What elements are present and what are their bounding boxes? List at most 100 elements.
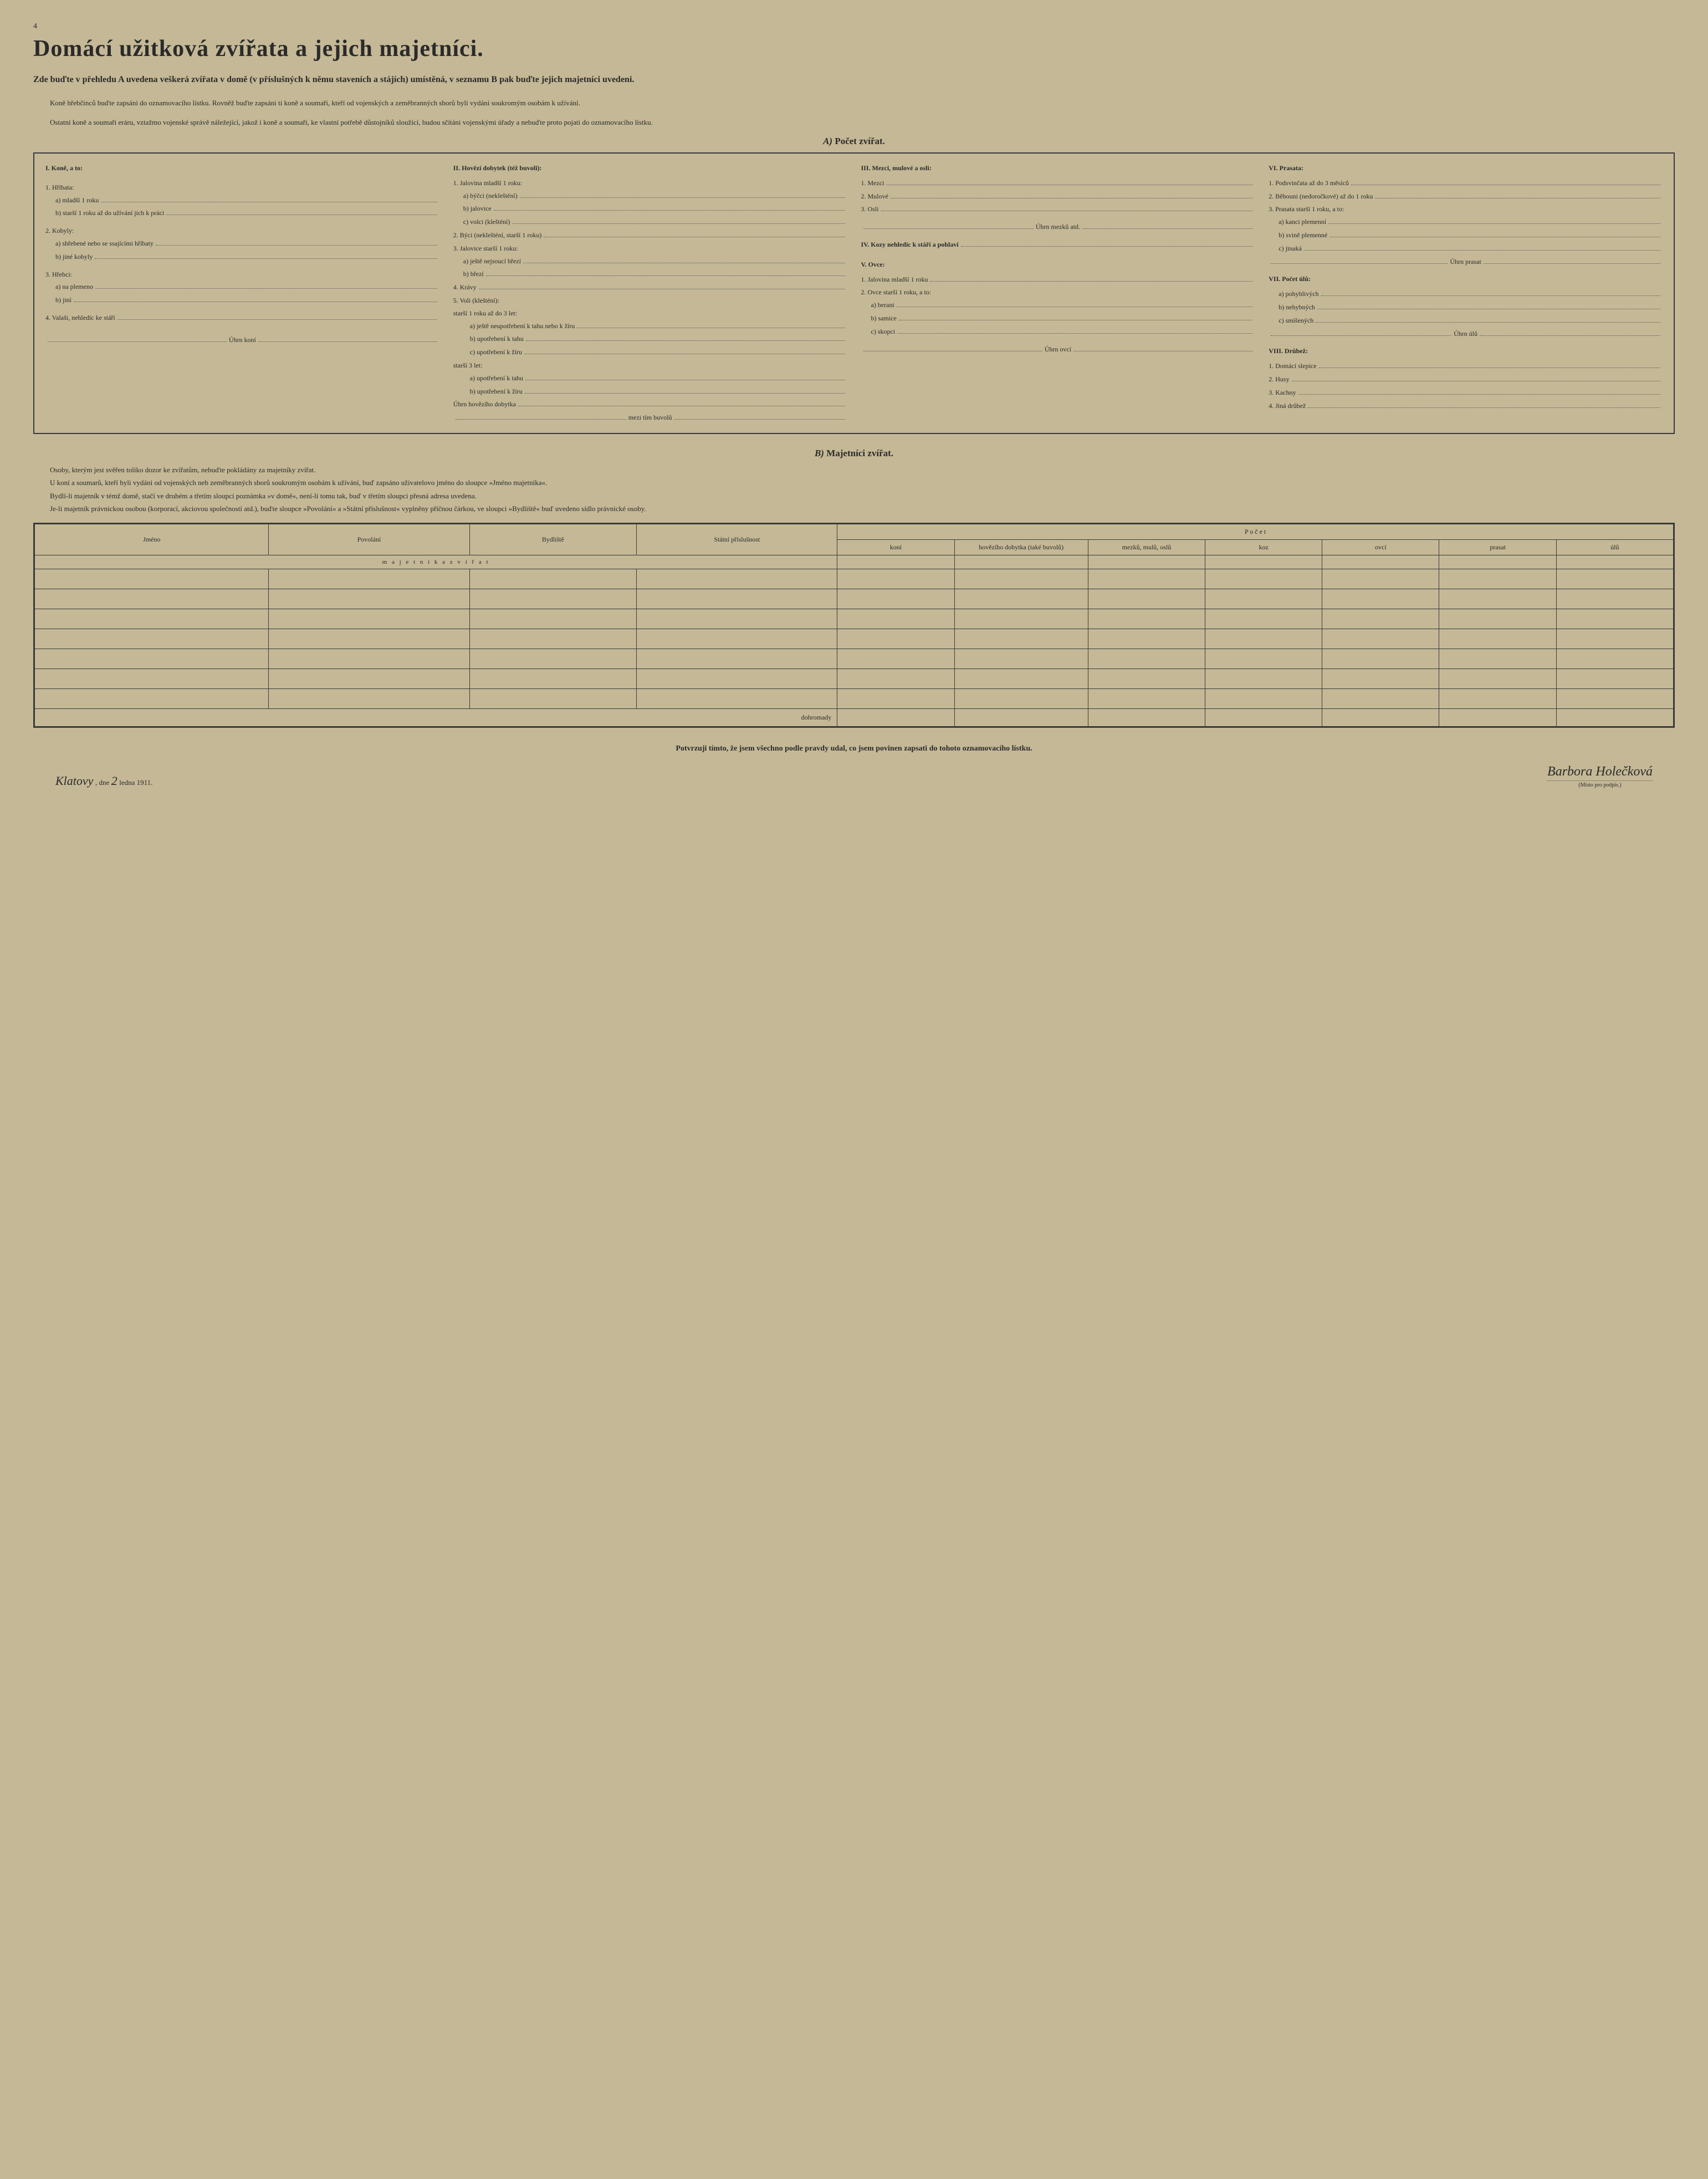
group-kone: I. Koně, a to: (45, 162, 439, 175)
signature-place: Klatovy (55, 774, 93, 788)
total-prasat: Úhrn prasat (1269, 256, 1663, 268)
item-1a: a) mladší 1 roku (45, 194, 439, 207)
th-koni: koní (837, 539, 954, 555)
item-c5c: c) upotřebení k žíru (453, 346, 847, 359)
th-jmeno: Jméno (35, 524, 269, 555)
group-kozy: IV. Kozy nehledíc k stáří a pohlaví (861, 238, 1255, 253)
item-c3b: b) březí (453, 268, 847, 280)
owners-p3: Bydlí-li majetník v témž domě, stačí ve … (33, 491, 1675, 502)
total-ovci: Úhrn ovcí (861, 343, 1255, 356)
th-ulu: úlů (1556, 539, 1673, 555)
section-a-title: A) Počet zvířat. (33, 136, 1675, 147)
item-c1a: a) býčci (neklešténí) (453, 190, 847, 202)
confirmation-text: Potvrzuji tímto, že jsem všechno podle p… (33, 744, 1675, 753)
section-a-name: Počet zvířat. (835, 136, 885, 146)
page-number: 4 (33, 22, 1675, 31)
item-v2: 2. Ovce starší 1 roku, a to: (861, 286, 1255, 299)
item-c5a: a) ještě neupotřebení k tahu nebo k žíru (453, 320, 847, 333)
main-title: Domácí užitková zvířata a jejich majetní… (33, 35, 1675, 62)
item-c1b: b) jalovice (453, 202, 847, 215)
item-c5d: a) upotřebení k tahu (453, 372, 847, 385)
group-ulu: VII. Počet úlů: (1269, 273, 1663, 285)
item-mezci: 1. Mezci (861, 177, 1255, 190)
item-c5b: b) upotřebení k tahu (453, 333, 847, 345)
group-prasata: VI. Prasata: (1269, 162, 1663, 175)
column-2-cattle: II. Hovězí dobytek (též buvoli): 1. Jalo… (453, 162, 847, 425)
total-mezku: Úhrn mezků atd. (861, 221, 1255, 233)
th-mezku: mezků, mulů, oslů (1088, 539, 1205, 555)
item-2a: a) shřebené nebo se ssajícími hříbaty (45, 237, 439, 250)
signature-day: 2 (111, 774, 117, 788)
item-p2: 2. Běhouni (nedoročkové) až do 1 roku (1269, 190, 1663, 203)
item-d3: 3. Kachny (1269, 386, 1663, 399)
item-voli-sub2: starší 3 let: (453, 359, 847, 372)
item-p3b: b) svině plemenné (1269, 229, 1663, 242)
owners-table-wrapper: Jméno Povolání Bydliště Státní příslušno… (33, 523, 1675, 728)
item-d1: 1. Domácí slepice (1269, 360, 1663, 372)
item-mulove: 2. Mulové (861, 190, 1255, 203)
total-label: dohromady (35, 708, 837, 726)
item-v1: 1. Jalovina mladší 1 roku (861, 273, 1255, 286)
section-b-name: Majetníci zvířat. (826, 448, 893, 458)
total-buvolu: mezi tím buvolů (453, 411, 847, 424)
item-p3c: c) jinaká (1269, 242, 1663, 255)
item-1b: b) starší 1 roku až do užívání jich k pr… (45, 207, 439, 220)
item-u2: b) nehybných (1269, 301, 1663, 314)
item-hribata: 1. Hříbata: (45, 181, 439, 194)
item-3a: a) na plemeno (45, 280, 439, 293)
item-u1: a) pohyblivých (1269, 288, 1663, 300)
total-hovezi: Úhrn hovězího dobytka (453, 398, 847, 411)
signature-left: Klatovy , dne 2 ledna 1911. (55, 774, 152, 788)
item-voli: 5. Voli (klešténí): (453, 294, 847, 307)
th-pocet: P o č e t (837, 524, 1674, 539)
date-suffix: ledna 1911. (119, 778, 152, 787)
table-row (35, 669, 1674, 688)
signature-caption: (Místo pro podpis.) (1547, 782, 1653, 788)
table-row (35, 569, 1674, 589)
item-3b: b) jiní (45, 294, 439, 307)
signature-right: Barbora Holečková (Místo pro podpis.) (1547, 764, 1653, 788)
th-bydliste: Bydliště (469, 524, 637, 555)
intro-paragraph-1: Koně hřebčinců buďte zapsáni do oznamova… (33, 98, 1675, 109)
item-jalovice-starsi: 3. Jalovice starší 1 roku: (453, 242, 847, 255)
table-row (35, 609, 1674, 629)
table-row (35, 589, 1674, 609)
group-mezci: III. Mezci, mulové a osli: (861, 162, 1255, 175)
signature-name: Barbora Holečková (1547, 764, 1653, 781)
item-v2b: b) samice (861, 312, 1255, 325)
item-voli-sub1: starší 1 roku až do 3 let: (453, 307, 847, 320)
owners-p1: Osoby, kterým jest svěřen toliko dozor k… (33, 465, 1675, 476)
column-1-horses: I. Koně, a to: 1. Hříbata: a) mladší 1 r… (45, 162, 439, 425)
column-4-pigs-hives-poultry: VI. Prasata: 1. Podsvinčata až do 3 měsí… (1269, 162, 1663, 425)
item-p3: 3. Prasata starší 1 roku, a to: (1269, 203, 1663, 216)
item-kravy: 4. Krávy (453, 281, 847, 294)
table-total-row: dohromady (35, 708, 1674, 726)
total-ulu: Úhrn úlů (1269, 328, 1663, 340)
item-osli: 3. Osli (861, 203, 1255, 216)
th-ovci: ovcí (1322, 539, 1439, 555)
signature-row: Klatovy , dne 2 ledna 1911. Barbora Hole… (33, 764, 1675, 788)
item-hrebci: 3. Hřebci: (45, 268, 439, 281)
owners-p2: U koní a soumarů, kteří byli vydáni od v… (33, 477, 1675, 488)
group-hovezi: II. Hovězí dobytek (též buvoli): (453, 162, 847, 175)
item-v2c: c) skopci (861, 325, 1255, 338)
table-row (35, 629, 1674, 649)
th-koz: koz (1205, 539, 1322, 555)
item-c5e: b) upotřebení k žíru (453, 385, 847, 398)
item-byci: 2. Býci (neklešténí, starší 1 roku) (453, 229, 847, 242)
item-jalovina: 1. Jalovina mladší 1 roku: (453, 177, 847, 190)
column-3-mules-goats-sheep: III. Mezci, mulové a osli: 1. Mezci 2. M… (861, 162, 1255, 425)
th-prasat: prasat (1439, 539, 1556, 555)
table-row (35, 649, 1674, 669)
th-povolani: Povolání (269, 524, 469, 555)
item-c3a: a) ještě nejsoucí březí (453, 255, 847, 268)
item-u3: c) smíšených (1269, 314, 1663, 327)
section-b-title: B) Majetníci zvířat. (33, 448, 1675, 459)
intro-paragraph-2: Ostatní koně a soumaři eráru, vztažmo vo… (33, 117, 1675, 128)
group-drubez: VIII. Drůbež: (1269, 345, 1663, 358)
item-p3a: a) kanci plemenní (1269, 216, 1663, 228)
item-valasi: 4. Valaši, nehledíc ke stáří (45, 312, 439, 324)
item-2b: b) jiné kobyly (45, 251, 439, 263)
item-d2: 2. Husy (1269, 373, 1663, 386)
item-d4: 4. Jiná drůbež (1269, 400, 1663, 412)
